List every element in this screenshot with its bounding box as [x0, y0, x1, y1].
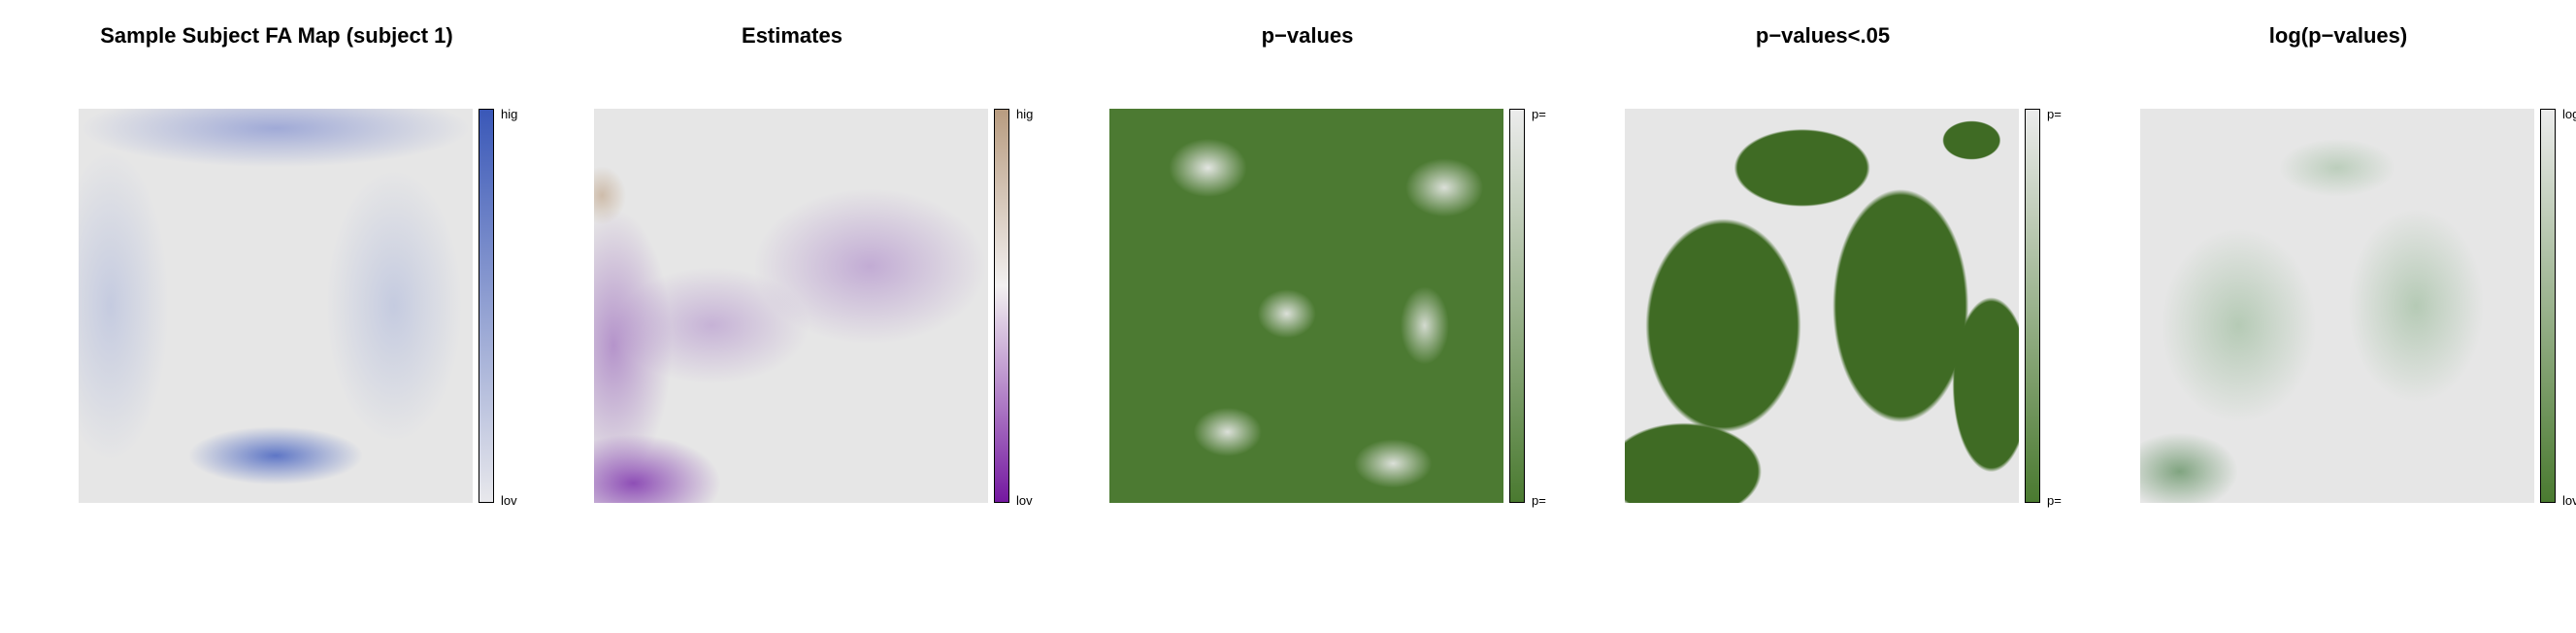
colorbar-bottom-label: p= — [2047, 493, 2062, 508]
colorbar-top-label: hig — [501, 107, 518, 121]
colorbar-bottom-label: lov — [501, 493, 517, 508]
heatmap — [1109, 109, 1503, 503]
panel: p−values<.05 p= p= — [1546, 0, 2062, 633]
heatmap — [1625, 109, 2019, 503]
panel: Sample Subject FA Map (subject 1) hig lov — [0, 0, 518, 633]
colorbar-bottom-label: lov — [1016, 493, 1033, 508]
heatmap — [594, 109, 988, 503]
panel-title: Estimates — [742, 23, 842, 48]
panel-title: p−values — [1261, 23, 1354, 48]
panel: p−values p= p= — [1031, 0, 1546, 633]
panel: log(p−values) log lov — [2062, 0, 2576, 633]
colorbar-top-label: hig — [1016, 107, 1034, 121]
heatmap — [2140, 109, 2534, 503]
panel: Estimates hig lov — [515, 0, 1034, 633]
colorbar-bottom-label: lov — [2562, 493, 2576, 508]
colorbar — [479, 109, 494, 503]
panel-title: log(p−values) — [2268, 23, 2408, 48]
panel-title: Sample Subject FA Map (subject 1) — [100, 23, 453, 48]
colorbar-top-label: p= — [1532, 107, 1546, 121]
colorbar-top-label: log — [2562, 107, 2576, 121]
colorbar — [1509, 109, 1525, 503]
colorbar-top-label: p= — [2047, 107, 2062, 121]
colorbar — [994, 109, 1009, 503]
colorbar — [2025, 109, 2040, 503]
colorbar — [2540, 109, 2556, 503]
heatmap — [79, 109, 473, 503]
panel-title: p−values<.05 — [1755, 23, 1891, 48]
colorbar-bottom-label: p= — [1532, 493, 1546, 508]
